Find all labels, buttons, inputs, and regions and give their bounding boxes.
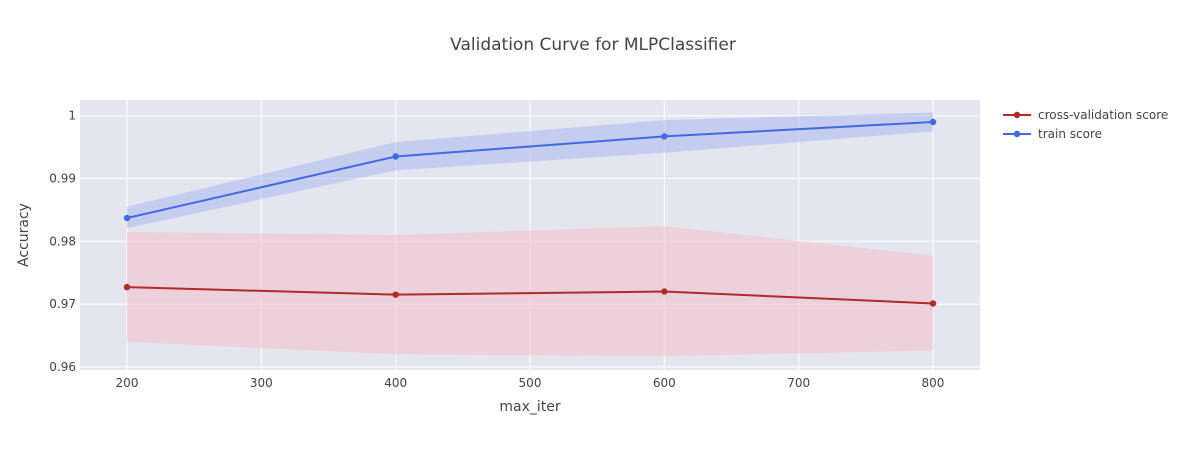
data-point <box>661 288 668 295</box>
legend-item-1[interactable]: train score <box>1003 127 1102 141</box>
legend-label: train score <box>1038 127 1102 141</box>
x-tick-label: 200 <box>116 376 139 390</box>
data-point <box>392 291 399 298</box>
data-point <box>392 153 399 160</box>
data-point <box>123 214 131 222</box>
legend-swatch-marker <box>1013 130 1021 138</box>
series-points <box>123 118 937 307</box>
y-tick-label: 0.99 <box>49 171 76 185</box>
y-tick-label: 0.97 <box>49 297 76 311</box>
chart-title: Validation Curve for MLPClassifier <box>450 35 736 55</box>
series-line-1 <box>126 120 934 220</box>
x-tick-label: 300 <box>250 376 273 390</box>
confidence-bands <box>127 112 933 357</box>
data-point <box>661 133 668 140</box>
data-point <box>929 300 937 307</box>
legend-swatch-marker <box>1013 111 1021 119</box>
x-tick-label: 400 <box>384 376 407 390</box>
legend: cross-validation score train score <box>1003 108 1168 141</box>
confidence-band-0 <box>127 226 933 357</box>
data-point <box>929 118 937 126</box>
y-tick-label: 0.96 <box>49 360 76 374</box>
x-tick-label: 600 <box>653 376 676 390</box>
y-tick-label: 1 <box>68 109 76 123</box>
y-tick-label: 0.98 <box>49 234 76 248</box>
y-axis-title: Accuracy <box>16 203 32 267</box>
series-lines <box>126 120 934 305</box>
y-tick-labels: 0.96 0.97 0.98 0.99 1 <box>49 109 76 374</box>
x-tick-label: 500 <box>519 376 542 390</box>
x-tick-label: 700 <box>787 376 810 390</box>
series-line-0 <box>126 286 934 305</box>
x-tick-label: 800 <box>922 376 945 390</box>
x-tick-labels: 200 300 400 500 600 700 800 <box>116 376 945 390</box>
legend-label: cross-validation score <box>1038 108 1168 122</box>
confidence-band-1 <box>127 112 933 229</box>
legend-item-0[interactable]: cross-validation score <box>1003 108 1168 122</box>
data-point <box>123 283 131 291</box>
x-axis-title: max_iter <box>499 399 560 415</box>
